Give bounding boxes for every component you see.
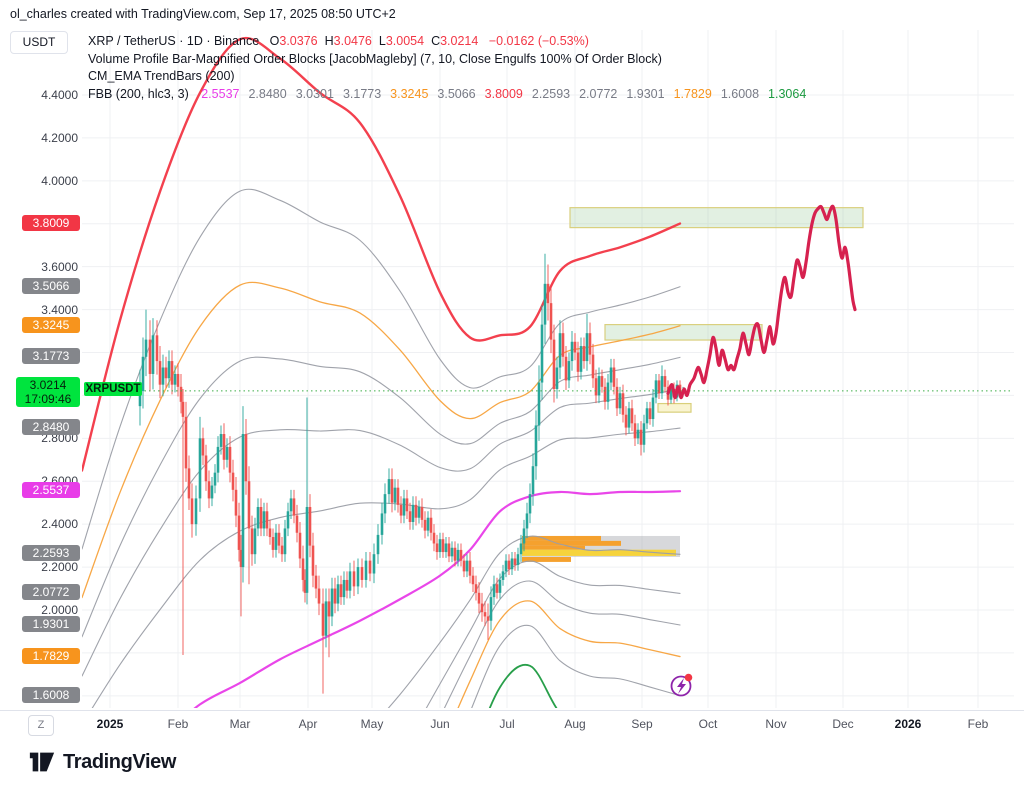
time-label: May	[360, 717, 384, 731]
flash-icon[interactable]	[670, 673, 693, 697]
ohlc-key: H	[324, 34, 334, 48]
ohlc-key: O	[269, 34, 280, 48]
fbb-band-value: 2.5537	[201, 86, 240, 101]
indicator-price-badge: 1.6008	[22, 686, 80, 703]
time-label: Feb	[967, 717, 989, 731]
ohlc-value: 3.0476	[333, 34, 372, 48]
time-label: Jul	[499, 717, 515, 731]
price-label: 4.4000	[41, 88, 78, 102]
fbb-band-value: 1.7829	[673, 86, 712, 101]
fbb-band-value: 3.5066	[437, 86, 476, 101]
currency-toggle-button[interactable]: USDT	[10, 31, 68, 54]
candlesticks	[138, 253, 685, 694]
time-label: 2025	[96, 717, 124, 731]
time-scale[interactable]: Z 2025 Feb Mar Apr May Jun Jul Aug Sep Oct Nov Dec 2…	[0, 710, 1024, 738]
indicator-price-badge: 2.5537	[22, 482, 80, 499]
last-price-value: 3.0214	[29, 377, 67, 392]
time-label: Nov	[765, 717, 787, 731]
ohlc-values: O3.0376 H3.0476 L3.0054 C3.0214	[263, 34, 479, 48]
tradingview-logo-text: TradingView	[63, 750, 177, 773]
fbb-values: 2.5537 2.8480 3.0301 3.1773 3.3245 3.5066 3.80…	[192, 87, 806, 101]
legend-volume-profile-row[interactable]: Volume Profile Bar-Magnified Order Block…	[88, 51, 662, 66]
indicator-price-badge: 3.1773	[22, 348, 80, 365]
fbb-band-value: 3.3245	[390, 86, 429, 101]
fbb-band-value: 3.1773	[342, 86, 382, 101]
indicator-price-badge: 1.9301	[22, 615, 80, 632]
time-label: Jun	[430, 717, 450, 731]
time-label: Dec	[832, 717, 854, 731]
ohlc-value: 3.0214	[440, 34, 479, 48]
fbb-band-value: 1.9301	[626, 86, 665, 101]
price-label: 2.2000	[41, 560, 78, 575]
price-label: 3.6000	[41, 259, 78, 274]
indicator-price-badge: 1.7829	[22, 647, 80, 664]
indicator-price-badge: 2.2593	[22, 545, 80, 562]
fbb-band-value: 3.0301	[295, 86, 334, 101]
time-label: Sep	[631, 717, 653, 731]
tradingview-logo[interactable]: TradingView	[28, 748, 176, 776]
legend-cm-ema-row[interactable]: CM_EMA TrendBars (200)	[88, 69, 235, 83]
price-label: 2.4000	[41, 517, 78, 532]
indicator-price-badge: 2.8480	[22, 419, 80, 436]
time-label: 2026	[894, 717, 922, 731]
price-chart[interactable]	[0, 0, 1024, 710]
fbb-band-value: 1.6008	[720, 86, 760, 101]
price-label: 4.0000	[41, 173, 78, 188]
fbb-band-value: 1.3064	[768, 86, 807, 101]
tradingview-logo-icon	[29, 752, 55, 772]
price-label: 2.0000	[41, 602, 78, 617]
fbb-band-value: 3.8009	[484, 86, 523, 101]
ohlc-value: 3.0054	[385, 34, 425, 48]
time-label: Apr	[298, 717, 318, 731]
fbb-band-value: 2.2593	[531, 86, 571, 101]
legend-symbol-row[interactable]: XRP / TetherUS · 1D · Binance O3.0376 H3.…	[88, 33, 806, 51]
symbol-title[interactable]: XRP / TetherUS · 1D · Binance	[88, 34, 260, 48]
fbb-title[interactable]: FBB (200, hlc3, 3)	[88, 86, 189, 101]
indicator-price-badge: 3.3245	[22, 316, 80, 333]
indicator-price-badge: 3.8009	[22, 214, 80, 231]
fbb-band-value: 2.8480	[248, 86, 287, 101]
chart-credit: ol_charles created with TradingView.com,…	[10, 7, 396, 21]
indicator-price-badge: 2.0772	[22, 584, 80, 601]
legend-fbb-row[interactable]: FBB (200, hlc3, 3) 2.5537 2.8480 3.0301 3.1…	[88, 86, 806, 104]
ohlc-value: 3.0376	[279, 34, 318, 48]
time-label: Aug	[564, 717, 586, 731]
time-label: Feb	[167, 717, 189, 731]
footer-bar: TradingView	[0, 737, 1024, 791]
volume-profile	[522, 535, 680, 562]
timezone-button[interactable]: Z	[28, 715, 54, 736]
countdown-timer: 17:09:46	[24, 391, 72, 406]
last-price-badge: 3.0214 17:09:46	[16, 376, 80, 407]
price-label: 4.2000	[41, 130, 78, 145]
change-value: −0.0162 (−0.53%)	[488, 34, 589, 48]
time-label: Oct	[698, 717, 718, 731]
fbb-band-value: 2.0772	[579, 86, 618, 101]
projection-drawing[interactable]	[666, 204, 857, 400]
price-label: 3.4000	[41, 302, 78, 317]
time-label: Mar	[229, 717, 251, 731]
ohlc-key: C	[431, 34, 441, 48]
chart-legend[interactable]: XRP / TetherUS · 1D · Binance O3.0376 H3.…	[88, 33, 806, 103]
indicator-price-badge: 3.5066	[22, 277, 80, 294]
ohlc-key: L	[378, 34, 386, 48]
symbol-tag: XRPUSDT	[84, 381, 142, 396]
